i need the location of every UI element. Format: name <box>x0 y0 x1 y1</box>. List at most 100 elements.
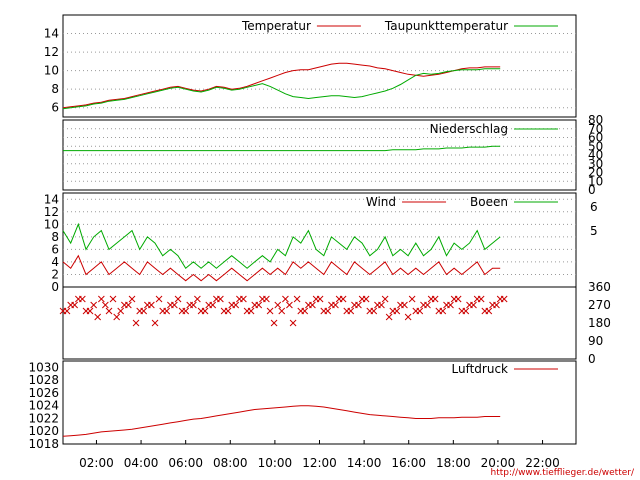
y-tick-label: 1030 <box>28 360 59 374</box>
y-tick-label: 0 <box>588 183 596 197</box>
x-tick-label: 16:00 <box>391 456 426 470</box>
direction-point <box>389 307 401 315</box>
footer-url: http://www.tiefflieger.de/wetter/ <box>491 468 635 478</box>
direction-point <box>259 295 270 303</box>
y-tick-label: 20 <box>588 166 603 180</box>
y-tick-label: 90 <box>588 334 603 348</box>
legend-label: Temperatur <box>241 19 311 33</box>
direction-point <box>105 295 117 315</box>
x-tick-label: 02:00 <box>79 456 114 470</box>
x-tick-label: 06:00 <box>168 456 203 470</box>
direction-point <box>335 295 347 303</box>
y-tick-label: 4 <box>51 255 59 269</box>
y-tick-label: 1018 <box>28 437 59 451</box>
y-tick-label: 0 <box>588 352 596 366</box>
series-line-boeen <box>62 222 501 269</box>
x-tick-label: 20:00 <box>481 456 516 470</box>
direction-point <box>420 301 431 309</box>
direction-point <box>282 295 293 309</box>
direction-point <box>473 295 485 303</box>
y-tick-label: 30 <box>588 157 603 171</box>
y-tick-label: 360 <box>588 280 611 294</box>
direction-point <box>97 295 109 309</box>
y-tick-label: 10 <box>588 174 603 188</box>
direction-point <box>305 301 316 309</box>
direction-point <box>136 307 148 315</box>
direction-point <box>397 301 408 309</box>
direction-point <box>167 301 178 309</box>
secondary-y-tick-label: 6 <box>590 200 598 214</box>
y-tick-label: 14 <box>44 192 59 206</box>
direction-point <box>205 301 217 309</box>
y-tick-label: 1024 <box>28 399 59 413</box>
direction-point <box>328 301 339 309</box>
y-tick-label: 6 <box>51 242 59 256</box>
y-tick-label: 40 <box>588 148 603 162</box>
direction-point <box>82 307 94 315</box>
legend-label: Boeen <box>470 195 508 209</box>
legend-label: Luftdruck <box>451 362 508 376</box>
direction-point <box>496 295 508 303</box>
y-tick-label: 1020 <box>28 424 59 438</box>
direction-point <box>374 301 385 309</box>
direction-point <box>174 295 186 315</box>
direction-point <box>251 301 263 309</box>
y-tick-label: 2 <box>51 267 59 281</box>
direction-point <box>404 295 416 321</box>
direction-point <box>190 295 201 309</box>
y-tick-label: 50 <box>588 139 603 153</box>
y-tick-label: 12 <box>44 45 59 59</box>
y-tick-label: 180 <box>588 316 611 330</box>
x-tick-label: 18:00 <box>436 456 471 470</box>
direction-point <box>159 307 171 315</box>
direction-point <box>312 295 324 303</box>
legend-label: Wind <box>366 195 396 209</box>
y-tick-label: 270 <box>588 298 611 312</box>
direction-point <box>366 307 378 315</box>
series-line-wind <box>62 254 501 282</box>
y-tick-label: 70 <box>588 122 603 136</box>
direction-point <box>220 307 232 315</box>
panel-frame <box>62 286 577 360</box>
direction-point <box>458 307 470 315</box>
panel-0: 6 8 10 12 14 Taupunkttemperatur Temperatur <box>44 14 577 118</box>
direction-point <box>266 307 278 327</box>
x-tick-label: 10:00 <box>258 456 293 470</box>
direction-point <box>443 301 454 309</box>
series-line-niederschlag <box>63 145 501 152</box>
direction-point <box>466 301 477 309</box>
direction-point <box>67 301 79 309</box>
secondary-y-tick-label: 5 <box>590 224 598 238</box>
direction-point <box>343 307 355 315</box>
direction-point <box>151 295 163 327</box>
y-tick-label: 80 <box>588 113 603 127</box>
direction-point <box>412 307 424 315</box>
series-line-taupunkttemperatur <box>62 68 501 110</box>
y-tick-label: 8 <box>51 82 59 96</box>
y-tick-label: 10 <box>44 64 59 78</box>
direction-point <box>450 295 462 303</box>
series-line-luftdruck <box>62 405 501 437</box>
direction-point <box>121 301 132 309</box>
y-tick-label: 60 <box>588 131 603 145</box>
legend-label: Niederschlag <box>430 122 508 136</box>
x-tick-label: 12:00 <box>302 456 337 470</box>
direction-point <box>351 301 362 309</box>
direction-point <box>489 301 500 309</box>
y-tick-label: 1022 <box>28 411 59 425</box>
y-tick-label: 6 <box>51 101 59 115</box>
x-tick-label: 14:00 <box>347 456 382 470</box>
direction-point <box>144 301 155 309</box>
x-tick-label: 08:00 <box>213 456 248 470</box>
direction-point <box>320 307 332 315</box>
direction-point <box>435 307 447 315</box>
x-tick-label: 22:00 <box>525 456 560 470</box>
direction-point <box>427 295 439 303</box>
direction-point <box>381 295 393 321</box>
direction-point <box>90 301 102 321</box>
y-tick-label: 1026 <box>28 386 59 400</box>
panel-3: 0 90 180 270 360 <box>59 280 611 366</box>
